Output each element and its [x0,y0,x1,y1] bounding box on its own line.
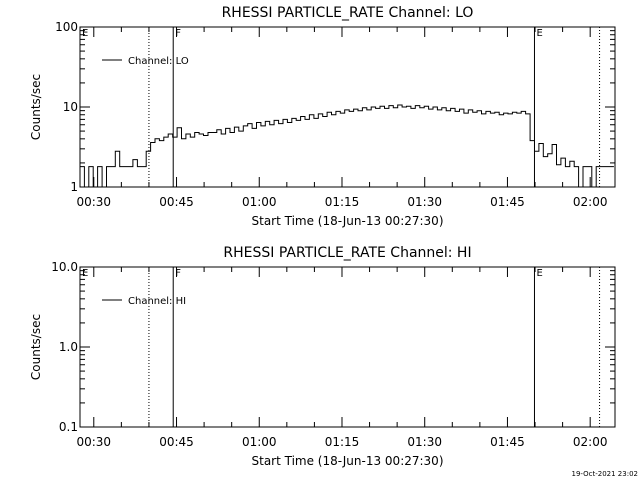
corner-label: E [82,268,88,279]
corner-label: E [82,28,88,39]
series-line-0 [80,104,614,188]
x-tick-label: 02:00 [573,195,608,209]
event-line-label: E [536,268,542,279]
timestamp: 19-Oct-2021 23:02 [572,470,638,478]
x-tick-label: 00:30 [76,435,111,449]
panel-lo: RHESSI PARTICLE_RATE Channel: LO Counts/s… [29,5,616,228]
panel-hi: RHESSI PARTICLE_RATE Channel: HI Counts/s… [29,245,616,468]
x-tick-label: 01:45 [490,195,525,209]
legend-label: Channel: LO [128,56,189,67]
x-axis-label: Start Time (18-Jun-13 00:27:30) [252,454,444,468]
x-tick-label: 00:45 [159,435,194,449]
x-tick-label: 02:00 [573,435,608,449]
x-axis-label: Start Time (18-Jun-13 00:27:30) [252,214,444,228]
y-tick-label: 1 [70,180,78,194]
y-tick-label: 10.0 [51,260,78,274]
x-tick-label: 01:15 [325,195,360,209]
y-tick-label: 10 [63,100,78,114]
x-tick-label: 01:45 [490,435,525,449]
x-tick-label: 01:00 [242,435,277,449]
x-tick-label: 01:30 [407,195,442,209]
chart-title: RHESSI PARTICLE_RATE Channel: LO [222,5,474,21]
event-line-label: E [536,28,542,39]
y-axis-label: Counts/sec [29,74,43,140]
x-tick-label: 00:45 [159,195,194,209]
x-tick-label: 01:30 [407,435,442,449]
y-tick-label: 100 [55,20,78,34]
y-tick-label: 0.1 [59,420,78,434]
chart-title: RHESSI PARTICLE_RATE Channel: HI [223,245,471,261]
x-tick-label: 01:00 [242,195,277,209]
y-axis-label: Counts/sec [29,314,43,380]
x-tick-label: 00:30 [76,195,111,209]
legend-label: Channel: HI [128,296,186,307]
event-line-label: F [175,28,181,39]
y-tick-label: 1.0 [59,340,78,354]
event-line-label: F [175,268,181,279]
x-tick-label: 01:15 [325,435,360,449]
